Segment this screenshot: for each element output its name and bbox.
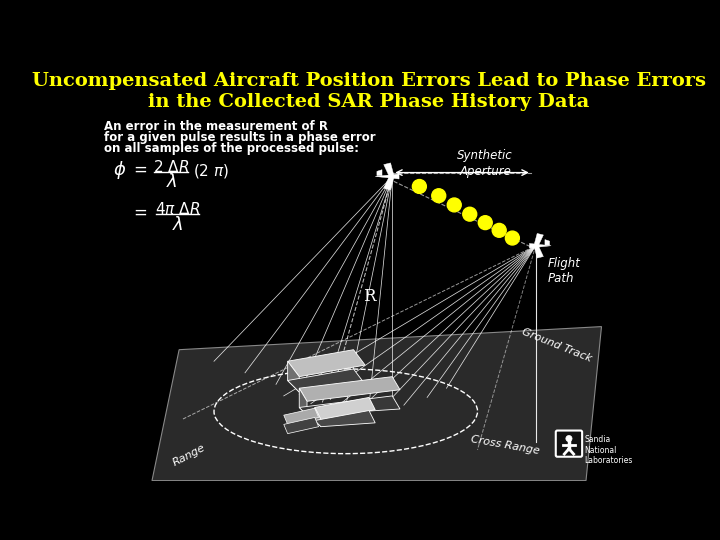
Text: for a given pulse results in a phase error: for a given pulse results in a phase err… <box>104 131 376 144</box>
Text: $=$: $=$ <box>130 160 148 177</box>
Polygon shape <box>300 396 400 415</box>
Polygon shape <box>534 233 544 245</box>
Circle shape <box>413 179 426 193</box>
Text: $\lambda$: $\lambda$ <box>166 173 177 191</box>
Polygon shape <box>534 247 544 258</box>
Text: Synthetic
Aperture: Synthetic Aperture <box>457 150 513 178</box>
Text: on all samples of the processed pulse:: on all samples of the processed pulse: <box>104 142 359 155</box>
Text: $=$: $=$ <box>130 204 148 221</box>
Text: Ground Track: Ground Track <box>520 327 593 364</box>
Polygon shape <box>287 350 365 377</box>
Polygon shape <box>545 240 549 245</box>
Text: $\lambda$: $\lambda$ <box>172 215 184 234</box>
Polygon shape <box>384 177 394 190</box>
Text: $(2\ \pi)$: $(2\ \pi)$ <box>193 162 230 180</box>
Circle shape <box>432 189 446 202</box>
Circle shape <box>492 224 506 237</box>
Text: $\phi$: $\phi$ <box>113 159 127 181</box>
Polygon shape <box>300 388 307 415</box>
Text: $2\ \Delta R$: $2\ \Delta R$ <box>153 159 189 175</box>
Polygon shape <box>529 244 551 248</box>
Polygon shape <box>287 361 300 392</box>
Text: An error in the measurement of R: An error in the measurement of R <box>104 120 328 133</box>
Circle shape <box>505 231 519 245</box>
Polygon shape <box>375 174 399 179</box>
Text: Range: Range <box>171 442 207 468</box>
Polygon shape <box>284 417 319 434</box>
Polygon shape <box>315 397 375 420</box>
Polygon shape <box>152 327 601 481</box>
Polygon shape <box>384 163 394 176</box>
Circle shape <box>463 207 477 221</box>
Polygon shape <box>284 408 319 424</box>
Text: Cross Range: Cross Range <box>469 434 540 456</box>
Circle shape <box>447 198 462 212</box>
Polygon shape <box>377 170 382 176</box>
Text: Flight
Path: Flight Path <box>547 257 580 285</box>
Text: Sandia
National
Laboratories: Sandia National Laboratories <box>585 435 633 465</box>
Text: R: R <box>363 288 375 305</box>
Text: in the Collected SAR Phase History Data: in the Collected SAR Phase History Data <box>148 92 590 111</box>
Text: $4\pi\ \Delta R$: $4\pi\ \Delta R$ <box>155 201 200 217</box>
FancyBboxPatch shape <box>556 430 582 457</box>
Polygon shape <box>287 369 365 392</box>
Polygon shape <box>315 410 375 427</box>
Circle shape <box>478 215 492 230</box>
Circle shape <box>566 435 572 442</box>
Text: Uncompensated Aircraft Position Errors Lead to Phase Errors: Uncompensated Aircraft Position Errors L… <box>32 72 706 91</box>
Polygon shape <box>315 408 321 427</box>
Polygon shape <box>300 377 400 401</box>
